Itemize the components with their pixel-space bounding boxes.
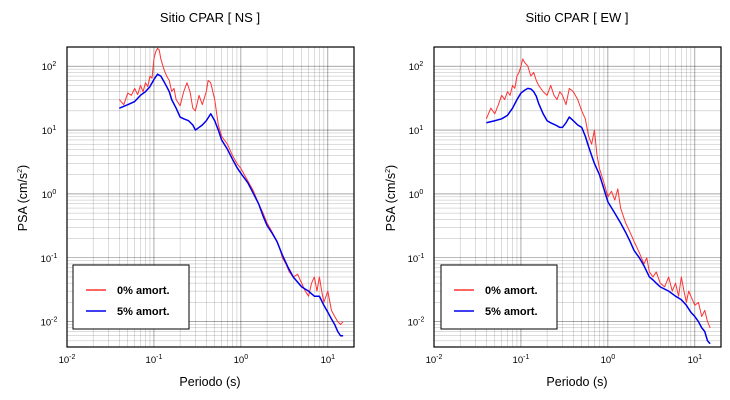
y-tick-label: 10-1 xyxy=(41,253,58,265)
x-axis-label: Periodo (s) xyxy=(179,375,240,389)
tick-exponent: 0 xyxy=(244,354,248,361)
tick-exponent: -1 xyxy=(156,354,162,361)
plot-frame xyxy=(66,46,355,348)
y-axis-label: PSA (cm/s2) xyxy=(16,165,30,231)
y-tick-label: 101 xyxy=(42,125,57,137)
tick-exponent: 0 xyxy=(419,189,423,196)
x-tick-label: 10-2 xyxy=(426,354,443,366)
tick-exponent: 1 xyxy=(698,354,702,361)
y-axis-label-sup: 2 xyxy=(17,169,24,173)
y-axis-label-end: ) xyxy=(16,165,30,169)
y-axis-label-end: ) xyxy=(384,165,398,169)
x-tick-label: 10-1 xyxy=(146,354,163,366)
tick-exponent: -2 xyxy=(51,317,57,324)
legend: 0% amort. 5% amort. xyxy=(440,264,558,330)
series-group xyxy=(485,58,711,345)
x-axis-label: Periodo (s) xyxy=(546,375,607,389)
tick-exponent: 1 xyxy=(331,354,335,361)
y-axis-label-main: PSA (cm/s xyxy=(384,173,398,231)
tick-base: 10 xyxy=(59,355,70,366)
tick-exponent: 0 xyxy=(52,189,56,196)
x-tick-label: 100 xyxy=(234,354,249,366)
plot-frame xyxy=(433,46,722,348)
chart-title: Sitio CPAR [ EW ] xyxy=(525,10,628,25)
chart-title: Sitio CPAR [ NS ] xyxy=(160,10,260,25)
y-tick-label: 10-2 xyxy=(408,317,425,329)
legend-label-damped: 5% amort. xyxy=(117,306,170,318)
legend-box xyxy=(440,264,558,330)
tick-exponent: 2 xyxy=(419,61,423,68)
legend-box xyxy=(72,264,190,330)
x-tick-label: 101 xyxy=(321,354,336,366)
tick-exponent: -2 xyxy=(436,354,442,361)
tick-base: 10 xyxy=(41,318,52,329)
tick-base: 10 xyxy=(42,62,53,73)
tick-exponent: -1 xyxy=(51,253,57,260)
tick-base: 10 xyxy=(513,355,524,366)
tick-exponent: 0 xyxy=(611,354,615,361)
tick-exponent: -2 xyxy=(418,317,424,324)
y-tick-label: 10-1 xyxy=(408,253,425,265)
legend-label-damped: 5% amort. xyxy=(485,306,538,318)
tick-exponent: -2 xyxy=(69,354,75,361)
x-tick-label: 101 xyxy=(688,354,703,366)
tick-base: 10 xyxy=(408,254,419,265)
legend-label-undamped: 0% amort. xyxy=(117,285,170,297)
legend: 0% amort. 5% amort. xyxy=(72,264,190,330)
tick-base: 10 xyxy=(688,355,699,366)
series-group xyxy=(118,47,344,337)
legend-label-undamped: 0% amort. xyxy=(485,285,538,297)
y-axis-label: PSA (cm/s2) xyxy=(384,165,398,231)
tick-base: 10 xyxy=(426,355,437,366)
tick-exponent: -1 xyxy=(523,354,529,361)
y-tick-label: 10-2 xyxy=(41,317,58,329)
x-tick-label: 10-1 xyxy=(513,354,530,366)
tick-base: 10 xyxy=(321,355,332,366)
chart-panel-ew: Sitio CPAR [ EW ] 10-2 10-1 100 10110-210-1… xyxy=(384,10,722,389)
x-tick-label: 10-2 xyxy=(59,354,76,366)
tick-base: 10 xyxy=(409,126,420,137)
tick-base: 10 xyxy=(408,318,419,329)
series-line xyxy=(486,87,711,345)
tick-exponent: -1 xyxy=(418,253,424,260)
y-tick-label: 102 xyxy=(409,61,424,73)
y-tick-label: 100 xyxy=(409,189,424,201)
tick-exponent: 1 xyxy=(52,125,56,132)
y-axis-label-main: PSA (cm/s xyxy=(16,173,30,231)
chart-panel-ns: Sitio CPAR [ NS ] 10-2 10-1 100 10110-210-1… xyxy=(16,10,355,389)
series-line xyxy=(485,58,711,328)
grid xyxy=(66,46,355,348)
tick-base: 10 xyxy=(234,355,245,366)
tick-base: 10 xyxy=(409,62,420,73)
tick-base: 10 xyxy=(409,190,420,201)
tick-exponent: 1 xyxy=(419,125,423,132)
tick-exponent: 2 xyxy=(52,61,56,68)
y-tick-label: 102 xyxy=(42,61,57,73)
tick-base: 10 xyxy=(146,355,157,366)
y-tick-label: 101 xyxy=(409,125,424,137)
y-tick-label: 100 xyxy=(42,189,57,201)
tick-base: 10 xyxy=(41,254,52,265)
x-tick-label: 100 xyxy=(601,354,616,366)
tick-base: 10 xyxy=(42,190,53,201)
y-axis-label-sup: 2 xyxy=(385,169,392,173)
series-line xyxy=(118,47,344,326)
tick-base: 10 xyxy=(601,355,612,366)
tick-base: 10 xyxy=(42,126,53,137)
series-line xyxy=(119,73,344,337)
